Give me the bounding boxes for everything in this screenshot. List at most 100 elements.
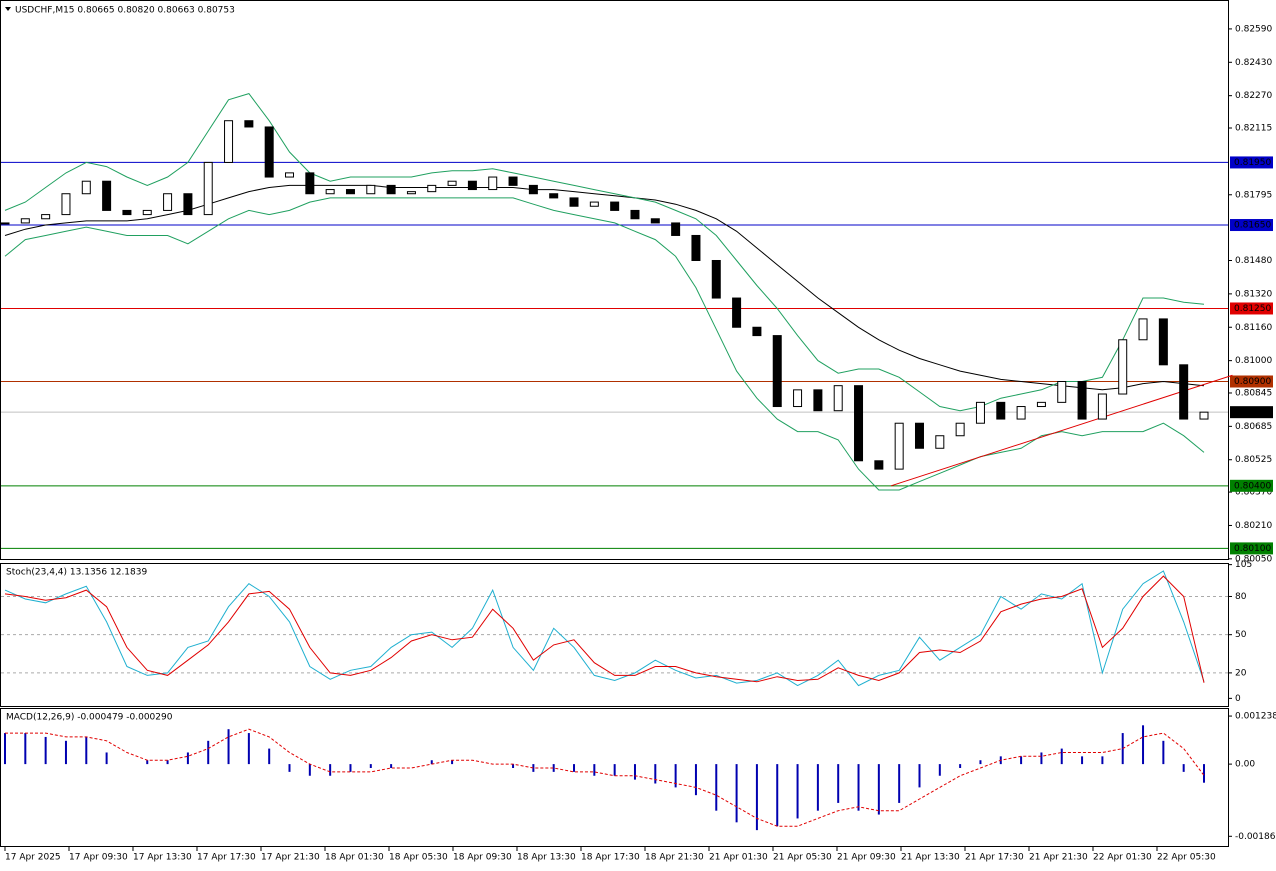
level-label: 0.81650 <box>1234 221 1271 231</box>
y-tick-label: 0.81320 <box>1235 289 1272 299</box>
candle <box>772 335 782 408</box>
candle <box>975 401 985 424</box>
level-tag <box>1230 542 1273 555</box>
candle <box>264 126 274 178</box>
x-tick-label: 21 Apr 05:30 <box>773 853 832 863</box>
level-tag <box>1230 406 1273 419</box>
x-tick-label: 18 Apr 09:30 <box>453 853 512 863</box>
candle <box>854 385 864 462</box>
y-tick-label: 0.82590 <box>1235 24 1272 34</box>
candle <box>1016 406 1026 420</box>
level-label: 0.81950 <box>1234 158 1271 168</box>
candle <box>488 176 498 191</box>
level-tag <box>1230 156 1273 169</box>
candle <box>1057 380 1067 403</box>
x-tick-label: 18 Apr 05:30 <box>389 853 448 863</box>
x-tick-label: 17 Apr 21:30 <box>261 853 320 863</box>
candle <box>914 422 924 449</box>
x-tick-label: 22 Apr 01:30 <box>1093 853 1152 863</box>
x-tick-label: 18 Apr 17:30 <box>581 853 640 863</box>
y-tick-label: -0.00186 <box>1235 832 1276 842</box>
candle <box>406 191 416 195</box>
y-tick-label: 0.80210 <box>1235 521 1272 531</box>
candle <box>1036 401 1046 408</box>
candle <box>1077 380 1087 420</box>
y-tick-label: 0 <box>1235 694 1241 704</box>
candle <box>894 422 904 470</box>
y-tick-label: 105 <box>1235 560 1252 570</box>
indicator-line <box>5 728 1205 827</box>
candle <box>813 389 823 412</box>
stoch-header: Stoch(23,4,4) 13.1356 12.1839 <box>6 568 147 578</box>
menu-arrow <box>5 7 11 11</box>
candle <box>630 209 640 220</box>
candle <box>691 234 701 261</box>
candle <box>752 326 762 337</box>
candle <box>345 189 355 195</box>
y-tick-label: 0.82270 <box>1235 91 1272 101</box>
candle <box>996 401 1006 420</box>
level-label: 0.80753 <box>1234 408 1271 418</box>
candle <box>305 172 315 195</box>
level-label: 0.81250 <box>1234 304 1271 314</box>
candle <box>244 120 254 128</box>
y-tick-label: 0.81480 <box>1235 256 1272 266</box>
macd-panel <box>0 708 1229 847</box>
indicator-line <box>4 197 1205 491</box>
candle <box>1199 411 1209 420</box>
y-tick-label: 0.80845 <box>1235 388 1272 398</box>
candle <box>610 201 620 211</box>
x-tick-label: 17 Apr 13:30 <box>133 853 192 863</box>
level-label: 0.80400 <box>1234 481 1271 491</box>
x-tick-label: 22 Apr 05:30 <box>1157 853 1216 863</box>
trend-line <box>890 374 1233 487</box>
candle <box>41 214 51 220</box>
candle <box>102 180 112 211</box>
level-tag <box>1230 219 1273 232</box>
y-tick-label: 0.80370 <box>1235 488 1272 498</box>
candle <box>224 120 234 163</box>
candle <box>1158 318 1168 366</box>
y-tick-label: 0.00 <box>1235 760 1255 770</box>
candle <box>20 218 30 224</box>
candle <box>508 176 518 186</box>
x-tick-label: 21 Apr 01:30 <box>709 853 768 863</box>
candle <box>142 209 152 216</box>
x-tick-label: 18 Apr 01:30 <box>325 853 384 863</box>
candle <box>183 193 193 216</box>
candle <box>589 201 599 207</box>
y-tick-label: 0.80050 <box>1235 554 1272 564</box>
y-tick-label: 0.82430 <box>1235 58 1272 68</box>
x-tick-label: 17 Apr 09:30 <box>69 853 128 863</box>
y-tick-label: 0.81160 <box>1235 323 1272 333</box>
candle <box>122 209 132 216</box>
indicator-line <box>4 575 1205 683</box>
candle <box>366 184 376 195</box>
candle <box>528 184 538 195</box>
x-tick-label: 21 Apr 21:30 <box>1029 853 1088 863</box>
candle <box>732 297 742 328</box>
candle <box>203 161 213 216</box>
x-tick-label: 18 Apr 13:30 <box>517 853 576 863</box>
y-tick-label: 0.80685 <box>1235 422 1272 432</box>
candle <box>325 189 335 195</box>
candle <box>671 222 681 236</box>
candle <box>833 385 843 412</box>
level-label: 0.80900 <box>1234 377 1271 387</box>
y-tick-label: 0.81000 <box>1235 356 1272 366</box>
level-tag <box>1230 302 1273 315</box>
y-tick-label: 80 <box>1235 592 1247 602</box>
x-tick-label: 21 Apr 13:30 <box>901 853 960 863</box>
indicator-line <box>4 570 1205 687</box>
candle <box>81 180 91 195</box>
symbol-header: USDCHF,M15 0.80665 0.80820 0.80663 0.807… <box>15 6 235 16</box>
indicator-line <box>4 93 1205 412</box>
x-tick-label: 17 Apr 17:30 <box>197 853 256 863</box>
candle <box>1179 364 1189 420</box>
level-tag <box>1230 375 1273 388</box>
candle <box>955 422 965 437</box>
price-panel <box>0 0 1229 560</box>
candle <box>285 172 295 178</box>
y-tick-label: 0.82115 <box>1235 124 1272 134</box>
